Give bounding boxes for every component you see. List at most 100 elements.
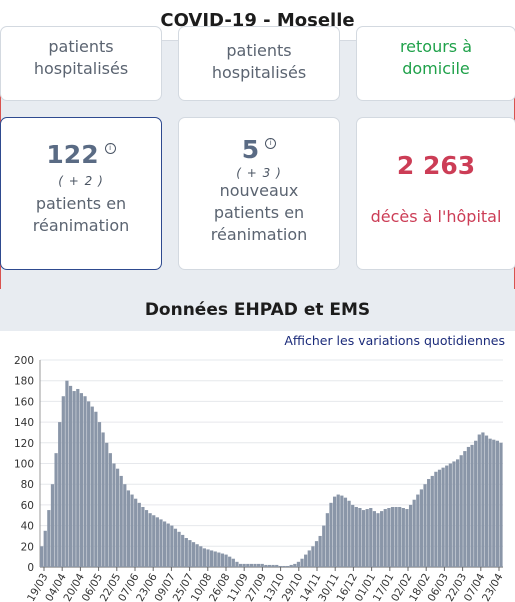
chart-bar <box>477 434 481 567</box>
info-circle-icon[interactable]: i <box>265 138 277 149</box>
chart-bar <box>72 391 76 567</box>
chart-bar <box>97 422 102 567</box>
section-header: Données EHPAD et EMS <box>0 289 515 331</box>
chart-bar <box>405 509 409 567</box>
card-hospitalised-new-label: patients hospitalisés <box>211 41 307 82</box>
chart-bar <box>264 564 268 567</box>
chart-bar <box>318 535 322 567</box>
chart-bar <box>50 484 55 567</box>
chart-bar <box>427 479 431 567</box>
chart-bar <box>470 444 474 567</box>
chart-bar <box>137 502 141 567</box>
chart-bar <box>314 541 319 568</box>
chart-bar <box>141 506 145 567</box>
chart-bar <box>177 531 181 567</box>
chart-bar <box>242 563 246 567</box>
chart-bar <box>155 517 159 567</box>
chart-bar <box>416 494 420 567</box>
chart-bar <box>383 509 387 567</box>
section-title: Données EHPAD et EMS <box>144 300 371 320</box>
chart-bar <box>311 546 315 567</box>
y-tick-label: 80 <box>21 479 34 491</box>
chart-bar <box>336 494 340 567</box>
chart-bar <box>372 511 376 567</box>
chart-bar <box>474 440 478 567</box>
chart-bar <box>260 563 264 567</box>
chart-bar <box>434 471 438 567</box>
chart-bar <box>340 495 344 567</box>
chart-bar <box>173 528 178 567</box>
chart-bar <box>191 542 196 567</box>
chart-bar <box>278 565 282 567</box>
chart-bar <box>123 484 127 567</box>
chart-bar <box>437 469 442 567</box>
chart-bar <box>76 388 80 567</box>
card-returns-home[interactable]: retours à domicile <box>356 26 515 101</box>
chart-bar <box>101 432 105 567</box>
chart-bar <box>463 451 467 567</box>
info-circle-icon[interactable]: i <box>104 143 116 154</box>
chart-bar <box>455 459 460 567</box>
chart-bar <box>249 563 254 567</box>
chart-bar <box>87 401 91 567</box>
chart-bar <box>68 385 73 568</box>
icu-patients-delta: ( + 2 ) <box>58 174 104 188</box>
chart-bar <box>65 380 69 567</box>
chart-bar <box>144 510 149 567</box>
chart-bar <box>112 463 116 567</box>
chart-bar <box>231 558 235 567</box>
chart-bar <box>79 393 84 567</box>
chart-bar <box>170 525 174 567</box>
chart-bar <box>423 484 427 567</box>
chart-bar <box>322 525 326 567</box>
chart-bar <box>376 513 380 567</box>
chart-bar <box>220 553 225 567</box>
chart-bar <box>430 475 434 567</box>
chart-bar <box>343 497 348 567</box>
chart-container: 0 20 40 60 80 100 120 140 160 180 200 19/03 04/04 20/… <box>0 331 515 602</box>
chart-bar <box>184 538 188 567</box>
toggle-daily-variations-link[interactable]: Afficher les variations quotidiennes <box>284 333 505 348</box>
card-hospital-deaths[interactable]: 2 263 décès à l'hôpital <box>356 117 515 270</box>
chart-bar <box>347 500 351 567</box>
page-title: COVID-19 - Moselle <box>160 9 355 31</box>
chart-bar <box>293 563 297 567</box>
chart-bar <box>398 506 402 567</box>
chart-bar <box>267 564 272 567</box>
ehpad-bar-chart: 02040608010012014016018020019/0304/0420/… <box>14 355 506 602</box>
chart-bar <box>452 461 456 567</box>
chart-bar <box>83 396 87 567</box>
chart-bar <box>40 546 44 567</box>
chart-bar <box>126 490 131 567</box>
chart-bar <box>445 465 449 567</box>
chart-bar <box>54 453 58 567</box>
card-hospitalised-new[interactable]: patients hospitalisés <box>178 26 340 101</box>
chart-bar <box>369 508 373 567</box>
chart-bar <box>275 564 279 567</box>
chart-bar <box>188 540 192 567</box>
card-icu-patients[interactable]: 122 i ( + 2 ) patients en réanimation <box>0 117 162 270</box>
chart-bar <box>289 564 293 567</box>
y-tick-label: 120 <box>14 438 34 450</box>
chart-bar <box>412 499 416 567</box>
chart-bar <box>202 548 206 567</box>
card-hospitalised[interactable]: patients hospitalisés <box>0 26 162 101</box>
chart-bar <box>394 506 398 567</box>
chart-bar <box>90 406 94 567</box>
chart-bar <box>199 546 203 567</box>
chart-bar <box>325 513 329 567</box>
y-tick-label: 200 <box>14 355 34 367</box>
chart-bar <box>217 552 221 567</box>
chart-bar <box>235 561 239 567</box>
chart-bar <box>257 563 261 567</box>
chart-bar <box>181 534 185 567</box>
hospital-deaths-value: 2 263 <box>396 151 476 180</box>
chart-bar <box>94 411 98 567</box>
chart-bar <box>354 506 358 567</box>
chart-bar <box>304 554 308 567</box>
chart-bar <box>401 508 405 567</box>
icu-patients-value: 122 <box>46 140 99 169</box>
chart-bar <box>206 549 210 567</box>
chart-bar <box>148 513 152 567</box>
